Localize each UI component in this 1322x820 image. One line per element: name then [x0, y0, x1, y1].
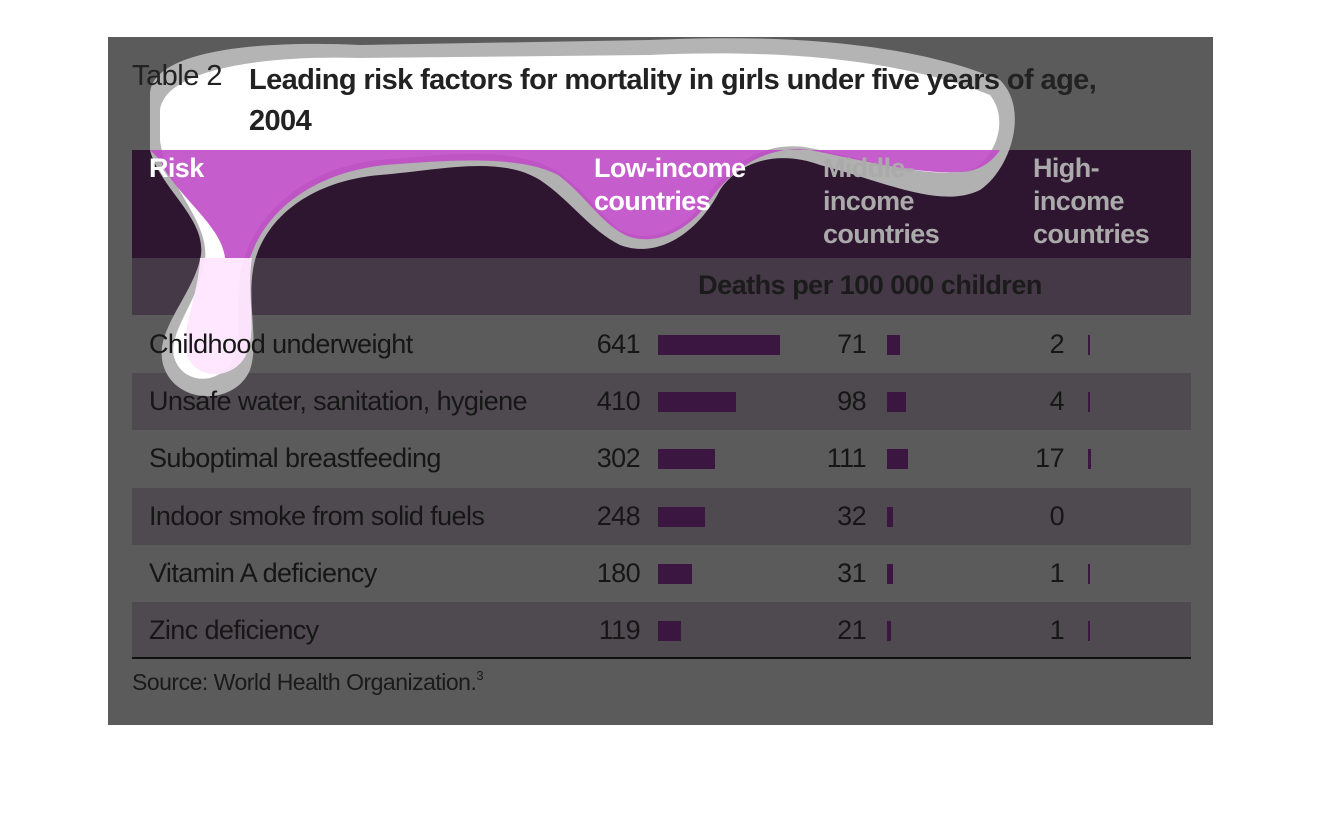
value-bar	[1088, 621, 1090, 641]
risk-label: Suboptimal breastfeeding	[149, 443, 441, 474]
value-bar	[1088, 335, 1090, 355]
unit-label: Deaths per 100 000 children	[698, 270, 1042, 300]
value: 1	[1049, 615, 1065, 645]
column-header: Middle-income countries	[823, 153, 940, 249]
value: 98	[837, 386, 866, 417]
value: 1	[1049, 557, 1065, 588]
value: 302	[596, 443, 641, 474]
value-bar	[887, 335, 901, 355]
risk-label: Childhood underweight	[149, 329, 413, 359]
risk-label: Unsafe water, sanitation, hygiene	[149, 386, 528, 417]
value: 410	[596, 386, 641, 417]
bottom-rule	[132, 657, 1191, 659]
table-label: Table 2	[132, 60, 223, 92]
value-bar	[658, 506, 706, 527]
column-header: Low-income countries	[594, 153, 746, 216]
risk-label: Zinc deficiency	[149, 615, 319, 645]
table-title: Leading risk factors for mortality in gi…	[249, 64, 1097, 137]
value: 180	[596, 557, 641, 588]
value-bar	[658, 449, 716, 470]
value: 248	[596, 500, 641, 531]
risk-label: Indoor smoke from solid fuels	[149, 500, 485, 531]
column-header: High-income countries	[1033, 153, 1150, 249]
value: 0	[1049, 500, 1065, 531]
source-note: 3	[476, 668, 484, 683]
value-bar	[658, 621, 681, 641]
value-bar	[887, 392, 906, 413]
column-header: Risk	[149, 153, 204, 183]
value: 31	[837, 557, 866, 588]
value-bar	[887, 449, 909, 470]
value: 119	[598, 615, 641, 645]
value-bar	[658, 392, 736, 413]
value: 32	[837, 500, 866, 531]
value-bar	[658, 563, 693, 584]
value-bar	[887, 563, 893, 584]
value-bar	[887, 506, 894, 527]
value-bar	[658, 335, 780, 355]
source: Source: World Health Organization.3	[132, 668, 484, 696]
value-bar	[1088, 392, 1090, 413]
value: 17	[1035, 443, 1064, 474]
value: 641	[596, 329, 641, 359]
value: 21	[837, 615, 866, 645]
value: 71	[837, 329, 866, 359]
value: 111	[826, 443, 867, 474]
value-bar	[887, 621, 891, 641]
value: 2	[1049, 329, 1065, 359]
risk-label: Vitamin A deficiency	[149, 557, 377, 588]
value-bar	[1088, 563, 1090, 584]
source-text: Source: World Health Organization.	[132, 669, 477, 695]
value: 4	[1049, 386, 1065, 417]
value-bar	[1088, 449, 1092, 470]
